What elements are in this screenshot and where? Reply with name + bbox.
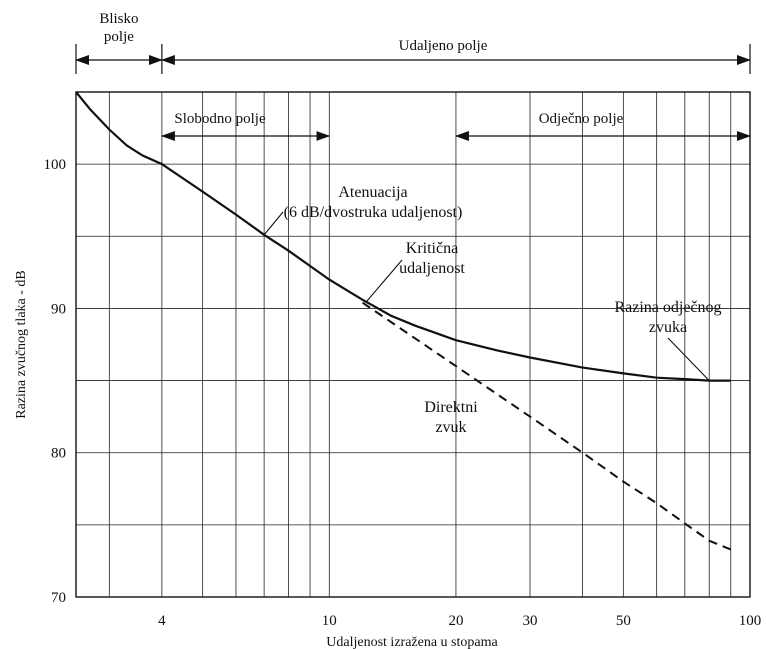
grid [76, 92, 750, 597]
y-tick-label: 80 [51, 446, 66, 462]
reverberant-level-leader [667, 337, 710, 381]
critical-distance-annotation: Kritična udaljenost [399, 240, 465, 277]
region-annotations [75, 44, 751, 381]
plot-border [75, 91, 751, 598]
x-tick-label: 50 [616, 613, 631, 629]
free-field-label: Slobodno polje [174, 111, 266, 127]
far-field-label: Udaljeno polje [399, 38, 488, 54]
x-tick-label: 20 [448, 613, 463, 629]
x-tick-label: 30 [523, 613, 538, 629]
x-tick-label: 4 [158, 613, 166, 629]
reverberant-level-annotation: Razina odječnog zvuka [614, 299, 721, 336]
x-tick-label: 100 [739, 613, 762, 629]
reverberant-field-label: Odječno polje [539, 111, 624, 127]
y-axis-label: Razina zvučnog tlaka - dB [14, 270, 29, 419]
spl-curve-line [75, 91, 731, 382]
near-field-label: Blisko polje [99, 11, 138, 45]
x-tick-label: 10 [322, 613, 337, 629]
critical-distance-leader [365, 259, 403, 304]
direct-sound-annotation: Direktni zvuk [424, 399, 478, 436]
attenuation-annotation: Atenuacija (6 dB/dvostruka udaljenost) [284, 184, 463, 221]
y-tick-label: 90 [51, 301, 66, 317]
direct-sound-line [362, 301, 732, 551]
y-tick-label: 70 [51, 590, 66, 606]
series-lines [75, 91, 732, 551]
attenuation-leader [263, 211, 284, 236]
y-tick-label: 100 [44, 157, 67, 173]
x-axis-label: Udaljenost izražena u stopama [326, 635, 498, 649]
plot-frame [75, 91, 751, 598]
chart-labels: 4 10 20 30 50 100 70 80 90 100 Udaljenost izražena… [14, 11, 761, 649]
